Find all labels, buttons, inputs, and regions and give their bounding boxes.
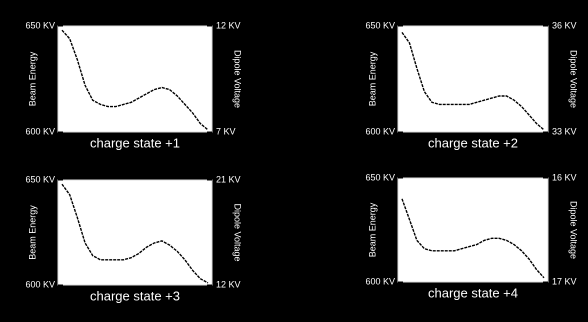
y2-tick-label: 16 KV [552,172,577,182]
y-tick-label: 600 KV [365,126,395,136]
y2-axis-label: Dipole Voltage [233,203,243,261]
y2-tick-label: 21 KV [216,174,241,184]
y-tick-label: 650 KV [25,174,55,184]
plot-area [57,25,213,133]
chart-title: charge state +2 [428,135,518,150]
y2-tick-label: 33 KV [552,126,577,136]
chart-title: charge state +1 [90,135,180,150]
y2-axis-label: Dipole Voltage [569,201,579,259]
chart-title: charge state +4 [428,285,518,300]
data-line [401,31,545,131]
y-tick-label: 600 KV [25,126,55,136]
y-tick-label: 600 KV [365,276,395,286]
y-axis-label: Beam Energy [27,205,37,260]
y2-tick-label: 7 KV [216,126,236,136]
data-line [401,198,545,279]
y-tick-label: 600 KV [25,279,55,289]
y-axis-label: Beam Energy [367,51,377,106]
y-tick-label: 650 KV [25,20,55,30]
plot-area [57,179,213,286]
y2-tick-label: 17 KV [552,276,577,286]
y-tick-label: 650 KV [365,172,395,182]
plot-area [397,177,549,283]
data-line [61,29,209,131]
y2-axis-label: Dipole Voltage [569,50,579,108]
y-axis-label: Beam Energy [367,202,377,257]
y2-axis-label: Dipole Voltage [233,50,243,108]
y-tick-label: 650 KV [365,20,395,30]
plot-area [397,25,549,133]
chart-title: charge state +3 [90,288,180,303]
data-line [61,183,209,284]
y2-tick-label: 12 KV [216,20,241,30]
y2-tick-label: 36 KV [552,20,577,30]
y2-tick-label: 12 KV [216,279,241,289]
y-axis-label: Beam Energy [27,51,37,106]
